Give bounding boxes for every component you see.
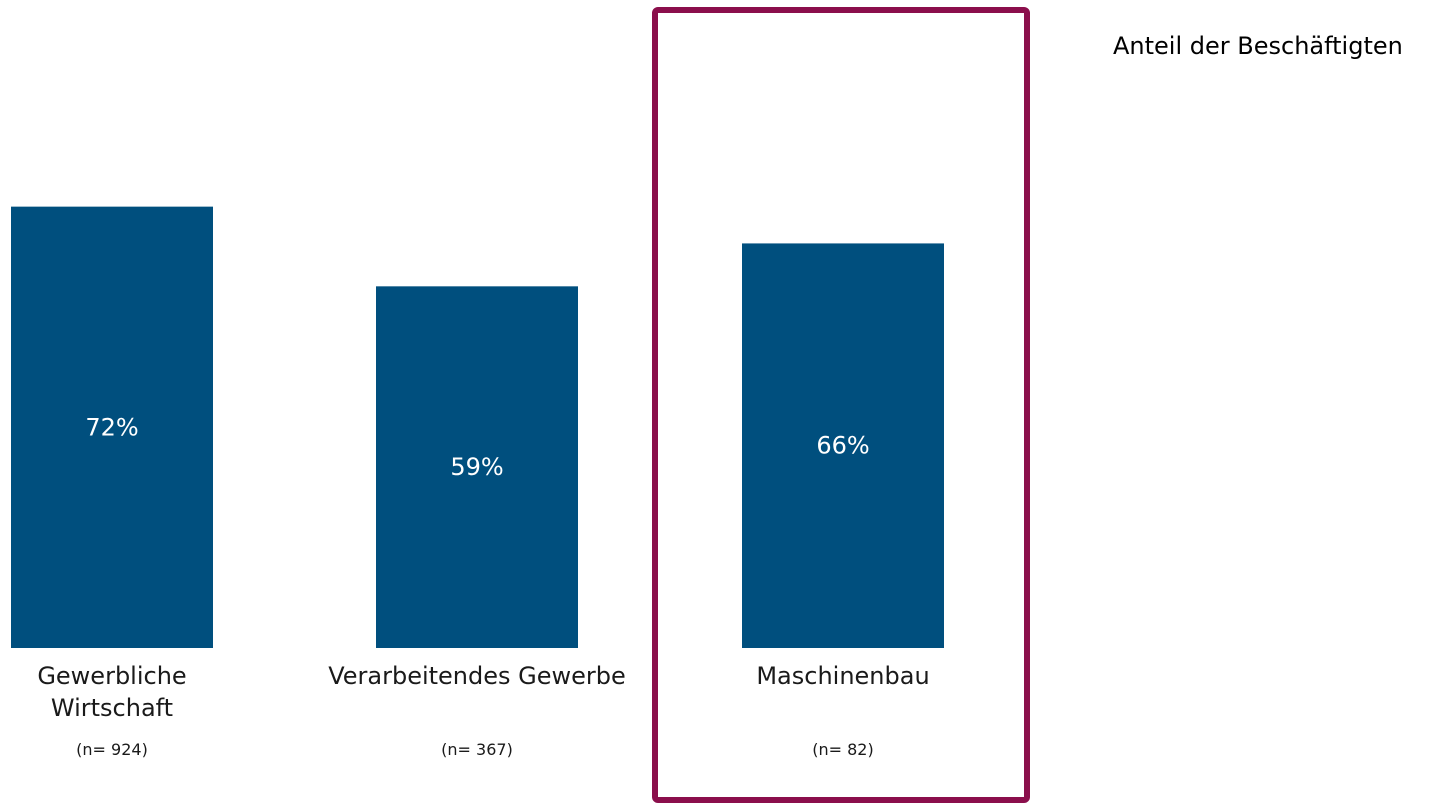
category-label: Wirtschaft [51, 694, 173, 722]
sample-size-label: (n= 367) [441, 740, 513, 759]
bars-group: 72% Gewerbliche Wirtschaft (n= 924) 59% Verar… [11, 206, 944, 759]
bar-value-label: 72% [85, 413, 138, 441]
category-label: Gewerbliche [37, 662, 186, 690]
legend-label: Anteil der Beschäftigten [1113, 32, 1403, 60]
bar-value-label: 66% [816, 432, 869, 460]
bar-1 [11, 206, 213, 648]
bar-2 [376, 286, 578, 648]
bar-3 [742, 243, 944, 649]
bar-value-label: 59% [450, 453, 503, 481]
highlight-frame [652, 7, 1030, 803]
sample-size-label: (n= 924) [76, 740, 148, 759]
category-label: Verarbeitendes Gewerbe [328, 662, 626, 690]
category-label: Maschinenbau [756, 662, 929, 690]
sample-size-label: (n= 82) [812, 740, 873, 759]
